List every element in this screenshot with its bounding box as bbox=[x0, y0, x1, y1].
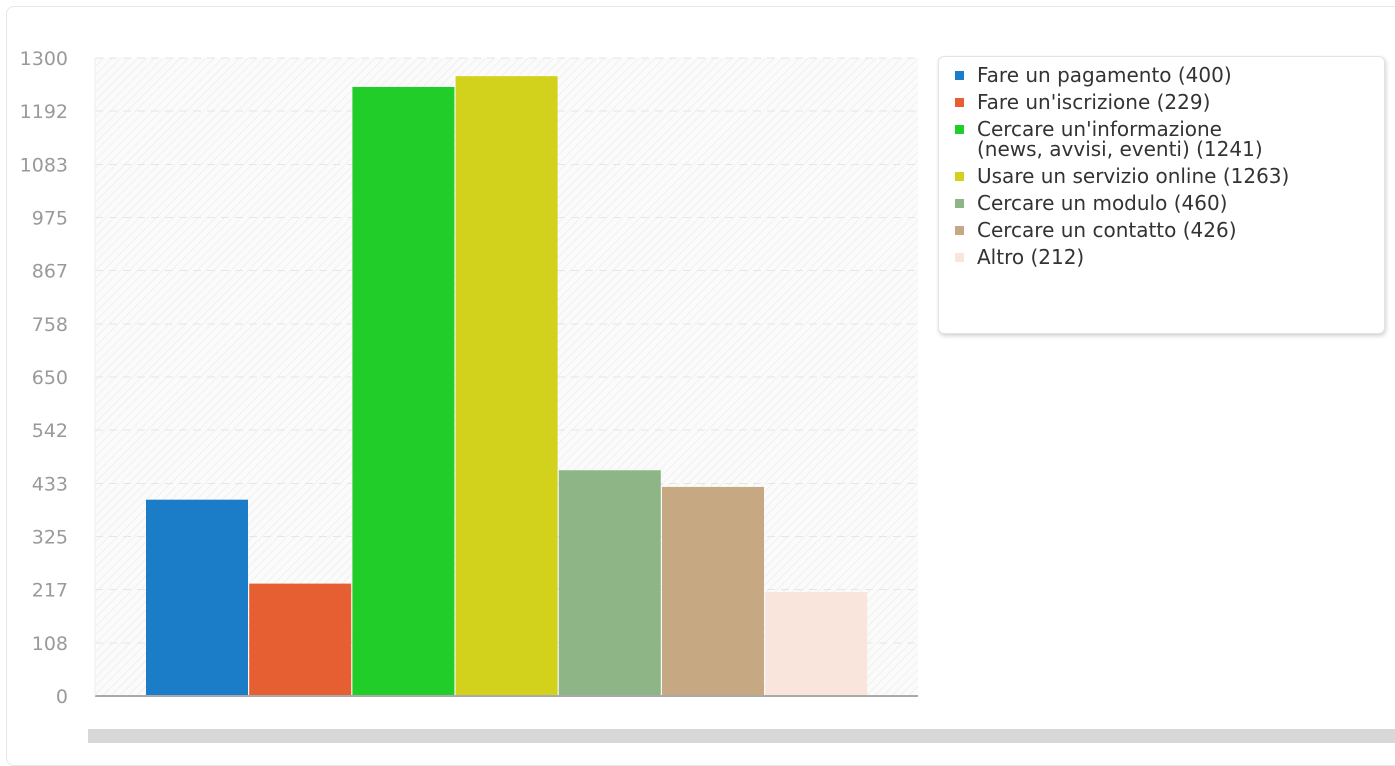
legend-item[interactable]: Altro (212) bbox=[955, 247, 1384, 267]
legend-swatch bbox=[955, 172, 964, 181]
bar-3[interactable] bbox=[352, 86, 455, 696]
bar-2[interactable] bbox=[249, 583, 352, 696]
legend-label: Altro (212) bbox=[977, 245, 1085, 269]
legend-label: Cercare un'informazione (news, avvisi, e… bbox=[977, 117, 1263, 161]
y-axis-ticks: 1300 1192 1083 975 867 758 650 542 433 325 217 108 0 bbox=[20, 48, 68, 708]
bar-1[interactable] bbox=[146, 499, 248, 696]
axes bbox=[94, 58, 918, 697]
legend-swatch bbox=[955, 71, 964, 80]
legend-item[interactable]: Cercare un modulo (460) bbox=[955, 193, 1384, 213]
bars bbox=[146, 76, 868, 697]
y-tick-label: 108 bbox=[32, 633, 68, 655]
legend-swatch bbox=[955, 125, 964, 134]
y-tick-label: 867 bbox=[32, 261, 68, 283]
y-tick-label: 325 bbox=[32, 527, 68, 549]
y-tick-label: 1083 bbox=[20, 154, 68, 176]
legend-item[interactable]: Fare un'iscrizione (229) bbox=[955, 92, 1384, 112]
legend-swatch bbox=[955, 253, 964, 262]
y-tick-label: 758 bbox=[32, 314, 68, 336]
legend-item[interactable]: Fare un pagamento (400) bbox=[955, 65, 1384, 85]
y-tick-label: 0 bbox=[56, 686, 68, 708]
bar-4[interactable] bbox=[455, 76, 558, 697]
legend-label: Fare un pagamento (400) bbox=[977, 63, 1232, 87]
legend-label: Cercare un contatto (426) bbox=[977, 218, 1237, 242]
y-tick-label: 975 bbox=[32, 208, 68, 230]
legend-item[interactable]: Cercare un contatto (426) bbox=[955, 220, 1384, 240]
y-tick-label: 650 bbox=[32, 367, 68, 389]
legend-swatch bbox=[955, 226, 964, 235]
y-tick-label: 542 bbox=[32, 420, 68, 442]
legend-swatch bbox=[955, 98, 964, 107]
y-tick-label: 433 bbox=[32, 473, 68, 495]
legend-item[interactable]: Cercare un'informazione (news, avvisi, e… bbox=[955, 119, 1384, 159]
bar-5[interactable] bbox=[558, 470, 661, 696]
bar-7[interactable] bbox=[765, 591, 868, 696]
y-tick-label: 1192 bbox=[20, 101, 68, 123]
legend-item[interactable]: Usare un servizio online (1263) bbox=[955, 166, 1384, 186]
bar-chart: 1300 1192 1083 975 867 758 650 542 433 325 217 108 0 bbox=[20, 48, 918, 708]
horizontal-scrollbar[interactable] bbox=[88, 729, 1395, 743]
y-tick-label: 1300 bbox=[20, 48, 68, 70]
y-tick-label: 217 bbox=[32, 580, 68, 602]
legend-label: Usare un servizio online (1263) bbox=[977, 164, 1290, 188]
bar-6[interactable] bbox=[662, 486, 764, 696]
legend-label: Fare un'iscrizione (229) bbox=[977, 90, 1211, 114]
legend: Fare un pagamento (400) Fare un'iscrizion… bbox=[938, 56, 1385, 334]
legend-label: Cercare un modulo (460) bbox=[977, 191, 1228, 215]
legend-swatch bbox=[955, 199, 964, 208]
